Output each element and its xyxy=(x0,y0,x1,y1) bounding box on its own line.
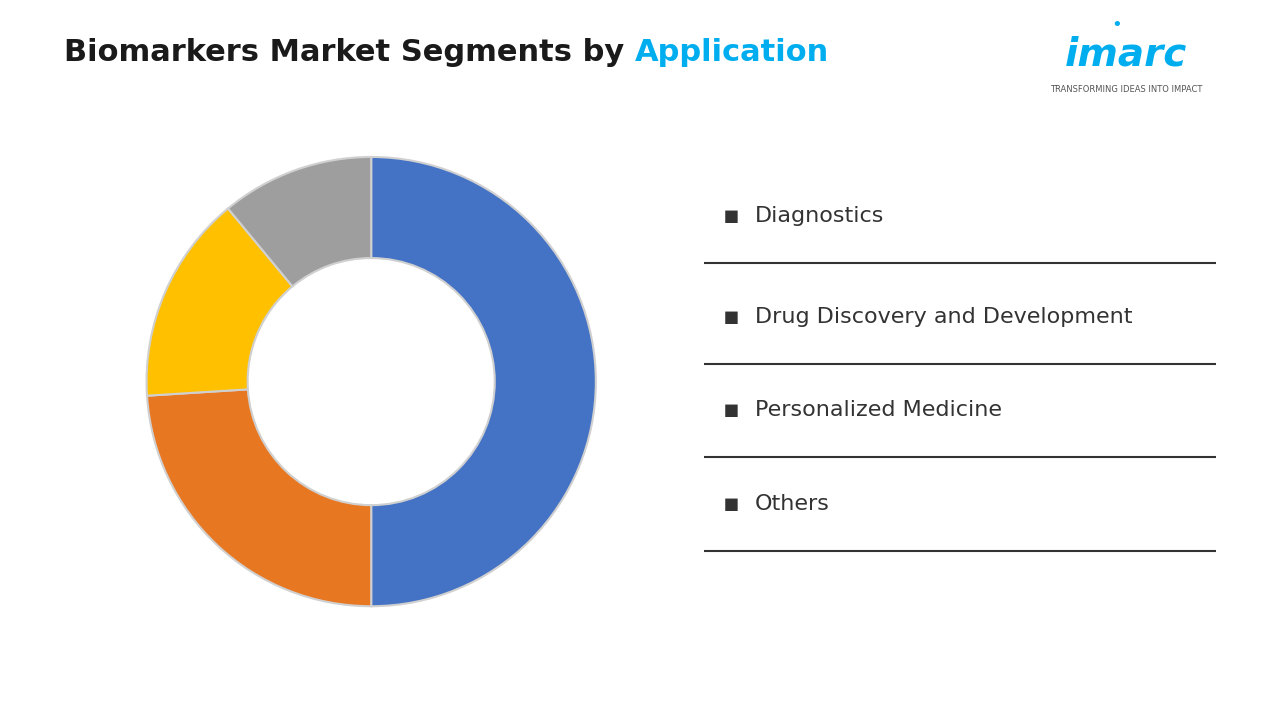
Text: TRANSFORMING IDEAS INTO IMPACT: TRANSFORMING IDEAS INTO IMPACT xyxy=(1050,86,1203,94)
Text: Personalized Medicine: Personalized Medicine xyxy=(755,400,1002,420)
Text: ▪: ▪ xyxy=(723,204,740,228)
Text: imarc: imarc xyxy=(1065,35,1188,73)
Text: ▪: ▪ xyxy=(723,305,740,329)
Wedge shape xyxy=(147,209,292,396)
Wedge shape xyxy=(228,157,371,287)
Text: •: • xyxy=(1111,17,1121,34)
Text: Diagnostics: Diagnostics xyxy=(755,206,884,226)
Text: ▪: ▪ xyxy=(723,492,740,516)
Text: Application: Application xyxy=(635,38,829,67)
Text: ▪: ▪ xyxy=(723,398,740,423)
Wedge shape xyxy=(147,390,371,606)
Text: Biomarkers Market Segments by: Biomarkers Market Segments by xyxy=(64,38,635,67)
Text: Others: Others xyxy=(755,494,829,514)
Text: Drug Discovery and Development: Drug Discovery and Development xyxy=(755,307,1133,327)
Wedge shape xyxy=(371,157,596,606)
